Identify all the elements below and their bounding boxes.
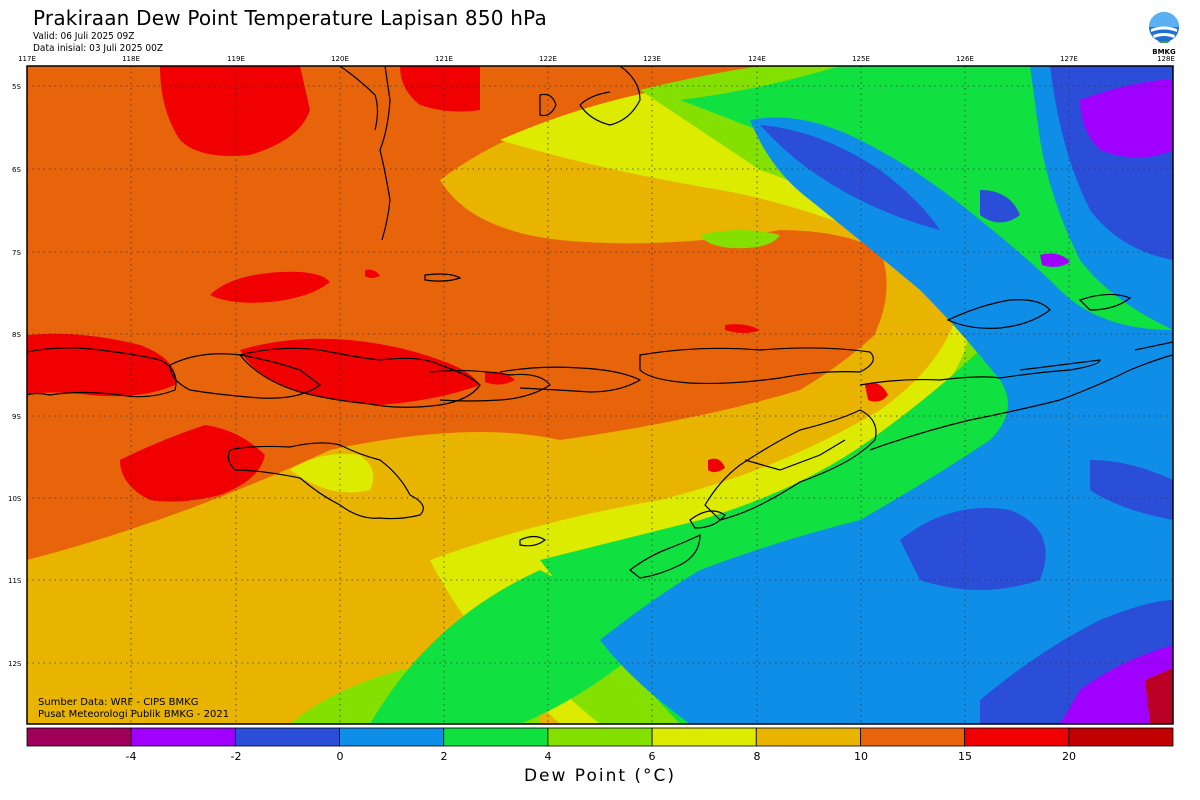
init-time: Data inisial: 03 Juli 2025 00Z [33,43,163,54]
colorbar-segment [443,727,549,747]
colorbar-segment [234,727,340,747]
organization-credit: Pusat Meteorologi Publik BMKG - 2021 [38,709,230,720]
lon-label: 121E [435,55,453,63]
data-source-credit: Sumber Data: WRF - CIPS BMKG [38,697,199,708]
graticule [27,66,1173,724]
lat-label: 6S [12,166,21,174]
lat-label: 11S [8,577,22,585]
lon-label: 119E [227,55,245,63]
bmkg-logo: BMKG [1149,12,1179,56]
lon-label: 127E [1060,55,1078,63]
colorbar-tick-label: 10 [854,750,868,763]
lat-label: 7S [12,249,21,257]
lon-label: 118E [122,55,140,63]
colorbar-tick-label: 6 [649,750,656,763]
colorbar-ticks: -4 -2 0 2 4 6 8 10 15 20 [126,750,1076,763]
colorbar-segment [1068,727,1174,747]
svg-text:BMKG: BMKG [1152,48,1176,56]
colorbar-tick-label: 0 [337,750,344,763]
colorbar-segment [339,727,445,747]
valid-time: Valid: 06 Juli 2025 09Z [33,31,135,42]
lat-label: 5S [12,83,21,91]
colorbar-segment [651,727,757,747]
lat-label: 10S [8,495,22,503]
coastlines [26,65,1174,579]
longitude-labels: 117E 118E 119E 120E 121E 122E 123E 124E … [18,55,1175,63]
lat-label: 9S [12,413,21,421]
lon-label: 117E [18,55,36,63]
lat-label: 12S [8,660,22,668]
colorbar-segment [755,727,861,747]
colorbar-segment [860,727,966,747]
map-frame [26,65,1174,725]
lon-label: 126E [956,55,974,63]
colorbar-tick-label: -2 [231,750,242,763]
colorbar-segment [964,727,1070,747]
colorbar-tick-label: 4 [545,750,552,763]
colorbar [26,727,1174,747]
colorbar-segment [26,727,132,747]
colorbar-tick-label: 15 [958,750,972,763]
latitude-labels: 5S 6S 7S 8S 9S 10S 11S 12S [8,83,22,668]
lon-label: 122E [539,55,557,63]
colorbar-tick-label: 8 [754,750,761,763]
colorbar-segment [547,727,653,747]
page-title: Prakiraan Dew Point Temperature Lapisan … [33,6,547,30]
legend-title: Dew Point (°C) [523,766,677,786]
colorbar-tick-label: 2 [441,750,448,763]
colorbar-segment [130,727,236,747]
lat-label: 8S [12,331,21,339]
colorbar-tick-label: -4 [126,750,137,763]
colorbar-tick-label: 20 [1062,750,1076,763]
dew-point-field [27,66,1173,724]
lon-label: 125E [852,55,870,63]
lon-label: 128E [1157,55,1175,63]
lon-label: 123E [643,55,661,63]
lon-label: 120E [331,55,349,63]
lon-label: 124E [748,55,766,63]
